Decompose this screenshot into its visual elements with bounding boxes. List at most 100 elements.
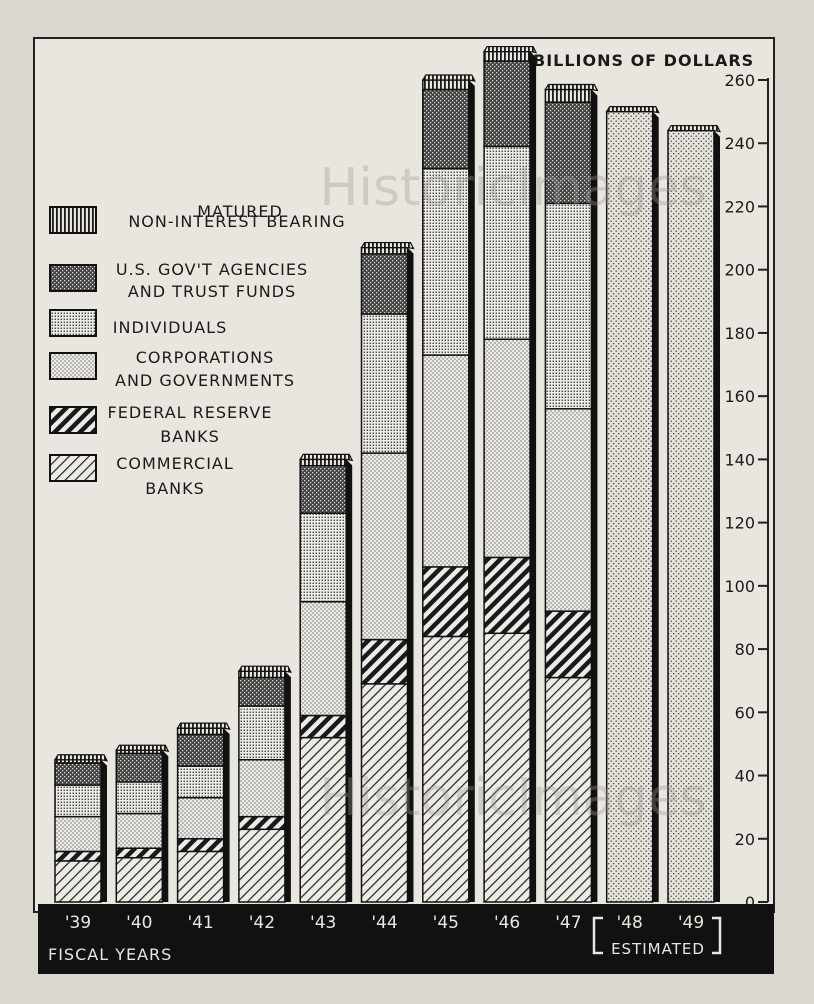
x-tick-label: '45 bbox=[433, 913, 459, 933]
bar-segment-individuals bbox=[299, 512, 347, 603]
legend-swatch bbox=[49, 264, 97, 292]
bar-segment-individuals bbox=[360, 313, 409, 454]
legend-swatch bbox=[49, 309, 97, 337]
bar-segment-matured bbox=[422, 79, 470, 91]
bar-segment-federal-reserve bbox=[483, 556, 531, 635]
y-tick-label: 260 bbox=[724, 71, 755, 90]
y-axis-title: BILLIONS OF DOLLARS bbox=[533, 51, 754, 70]
bar-segment-corporations bbox=[422, 354, 470, 568]
bar-segment-federal-reserve bbox=[299, 714, 347, 739]
bar-side bbox=[346, 459, 353, 902]
bar-top bbox=[53, 754, 109, 762]
bar-segment-estimated bbox=[667, 129, 715, 903]
bar-group bbox=[544, 83, 599, 903]
y-tick-label: 200 bbox=[724, 261, 755, 280]
watermark-bottom: HistoricImages bbox=[319, 768, 706, 828]
legend-swatch bbox=[49, 454, 97, 482]
bar-segment-commercial bbox=[422, 635, 470, 903]
bar-group bbox=[53, 754, 109, 903]
bar-top bbox=[483, 45, 538, 54]
bar-group bbox=[605, 106, 660, 903]
x-tick-label: '41 bbox=[187, 913, 213, 933]
x-tick-label: '48 bbox=[617, 913, 643, 933]
bar-segment-corporations bbox=[176, 796, 225, 840]
bar-group bbox=[115, 744, 170, 903]
x-tick-label: '44 bbox=[371, 913, 397, 933]
bar-segment-commercial bbox=[238, 828, 286, 903]
legend-swatch bbox=[49, 352, 97, 380]
y-tick-label: 180 bbox=[724, 324, 755, 343]
bar-segment-matured bbox=[544, 88, 593, 103]
legend-label: MATURED bbox=[197, 202, 283, 221]
x-tick-label: '49 bbox=[678, 913, 704, 933]
bar-segment-matured bbox=[176, 727, 225, 736]
y-tick-label: 140 bbox=[724, 450, 755, 469]
bar-top bbox=[237, 665, 292, 673]
bar-segment-individuals bbox=[115, 781, 164, 815]
y-tick-label: 80 bbox=[735, 640, 755, 659]
x-axis: '39 '40 '41 '42 '43 '44 '45 '46 '47 '48 '49 bbox=[65, 913, 704, 933]
bar-segment-agencies bbox=[115, 752, 164, 783]
x-tick-label: '47 bbox=[555, 913, 581, 933]
bar-segment-federal-reserve bbox=[176, 838, 225, 853]
bar-segment-corporations bbox=[360, 452, 409, 641]
bar-side bbox=[407, 247, 414, 903]
bar-segment-matured bbox=[483, 50, 531, 62]
bar-segment-estimated bbox=[605, 110, 654, 903]
legend-label: U.S. GOV'T AGENCIES bbox=[116, 260, 308, 279]
bar-segment-corporations bbox=[238, 758, 286, 818]
legend-item-corporations: CORPORATIONS AND GOVERNMENTS bbox=[49, 348, 295, 390]
legend-item-individuals: INDIVIDUALS bbox=[49, 309, 226, 337]
bar-side bbox=[284, 671, 291, 902]
bar-segment-federal-reserve bbox=[54, 850, 102, 862]
bar-group bbox=[237, 665, 292, 903]
bar-side bbox=[652, 111, 659, 903]
bar-top bbox=[176, 722, 231, 730]
bar-segment-agencies bbox=[238, 676, 286, 707]
bar-segment-commercial bbox=[299, 736, 347, 903]
bar-side bbox=[591, 89, 598, 902]
bar-segment-matured bbox=[299, 458, 347, 467]
bar-segment-federal-reserve bbox=[238, 815, 286, 831]
bar-group bbox=[360, 241, 415, 903]
bar-group bbox=[421, 74, 476, 903]
bar-top bbox=[605, 106, 660, 114]
bar-segment-commercial bbox=[360, 683, 409, 903]
legend-label: FEDERAL RESERVE bbox=[108, 403, 273, 422]
bar-segment-commercial bbox=[176, 850, 225, 903]
bar-side bbox=[530, 51, 537, 903]
y-tick-label: 160 bbox=[724, 387, 755, 406]
bar-segment-individuals bbox=[238, 705, 286, 761]
y-tick-label: 120 bbox=[724, 514, 755, 533]
legend-swatch bbox=[49, 206, 97, 234]
bar-segment-individuals bbox=[544, 202, 593, 410]
bar-top bbox=[666, 124, 722, 133]
legend-label: AND GOVERNMENTS bbox=[115, 371, 295, 390]
bar-segment-agencies bbox=[176, 733, 225, 767]
y-tick-label: 60 bbox=[735, 703, 755, 722]
bar-top bbox=[544, 83, 599, 92]
bar-segment-individuals bbox=[176, 765, 225, 799]
legend-label: COMMERCIAL bbox=[116, 454, 234, 473]
legend-label: BANKS bbox=[145, 479, 205, 498]
bar-segment-corporations bbox=[54, 815, 102, 853]
x-tick-label: '43 bbox=[310, 913, 336, 933]
bar-group bbox=[483, 45, 538, 903]
x-tick-label: '40 bbox=[126, 913, 152, 933]
bar-side bbox=[223, 728, 230, 902]
y-tick-label: 0 bbox=[745, 893, 755, 912]
bar-segment-individuals bbox=[54, 784, 102, 818]
x-axis-title: FISCAL YEARS bbox=[48, 945, 172, 964]
bar-segment-individuals bbox=[422, 167, 470, 356]
x-tick-label: '39 bbox=[65, 913, 91, 933]
bar-side bbox=[714, 130, 720, 903]
bars-layer bbox=[53, 45, 722, 903]
bar-segment-agencies bbox=[422, 88, 470, 170]
y-tick-label: 240 bbox=[724, 134, 755, 153]
legend-item-commercial: COMMERCIAL BANKS bbox=[49, 454, 234, 498]
legend-label: AND TRUST FUNDS bbox=[128, 282, 296, 301]
bar-segment-agencies bbox=[483, 60, 531, 148]
